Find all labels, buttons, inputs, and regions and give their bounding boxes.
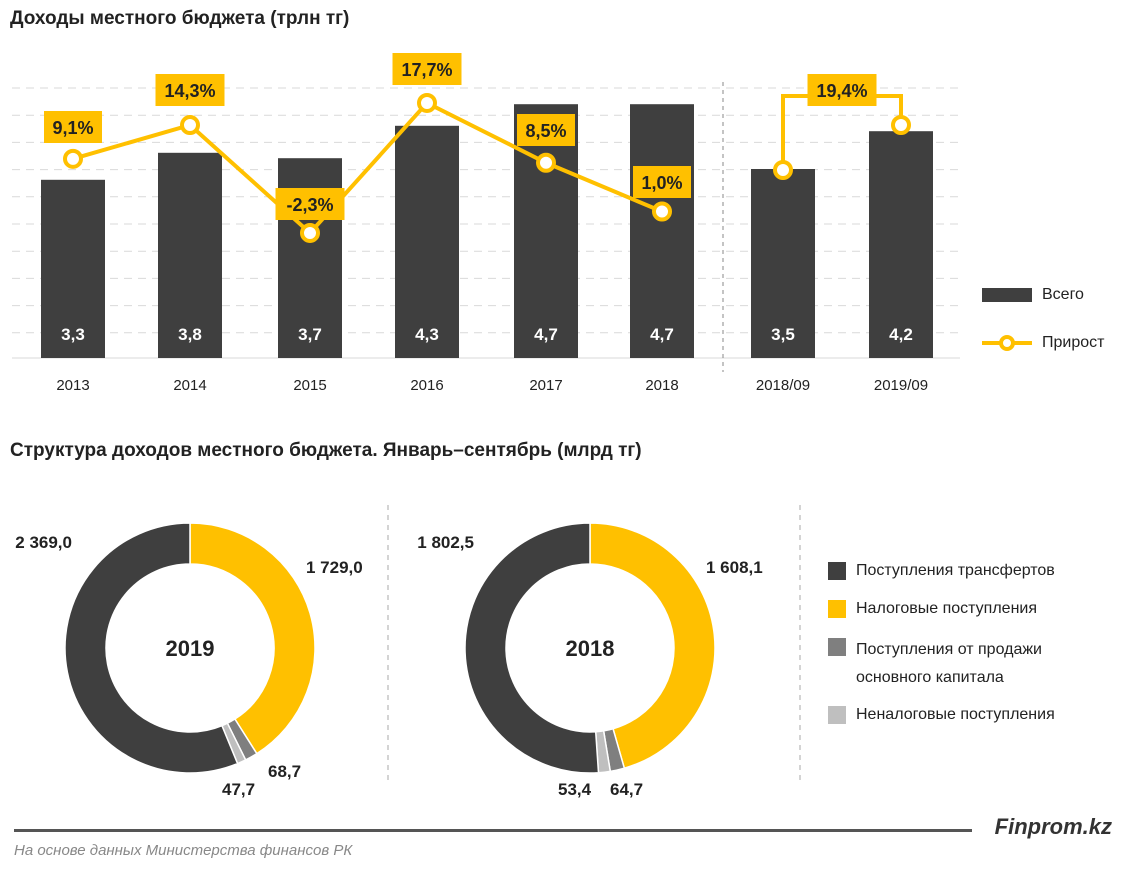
donut-value-label: 47,7 [222,780,255,799]
growth-label-box [392,53,462,85]
bar-2014 [158,152,222,358]
bar-label: 3,5 [771,325,795,344]
legend-item-total: Всего [982,286,1084,304]
bar-label: 3,3 [61,325,85,344]
x-tick-label: 2013 [56,377,89,394]
growth-label-box [517,114,575,146]
donut-value-label: 2 369,0 [15,533,72,552]
bar-2019/09 [869,131,933,358]
bar-2017 [514,104,578,358]
legend-label-total: Всего [1042,286,1084,303]
legend-item-capital: Поступления от продажи основного капитала [828,636,1042,692]
growth-marker [652,201,672,222]
x-tick-label: 2015 [293,377,326,394]
bar-2018/09 [751,169,815,358]
growth-label-box [44,111,102,143]
donut-slice [589,522,716,770]
growth-label-box [155,74,225,106]
donut-value-label: 1 729,0 [306,558,363,577]
growth-label: 17,7% [401,60,452,80]
bar-label: 4,2 [889,325,913,344]
bar-2013 [41,179,105,358]
growth-label: 9,1% [52,118,93,138]
footer-rule [14,829,972,832]
growth-label-box [807,74,877,106]
x-tick-label: 2014 [173,377,206,394]
donut-slice [464,522,600,774]
donut-slice [189,522,316,755]
growth-label: 8,5% [525,121,566,141]
growth-label: -2,3% [286,195,333,215]
x-tick-label: 2016 [410,377,443,394]
bar-chart-title: Доходы местного бюджета (трлн тг) [10,8,350,29]
growth-marker [300,222,320,243]
legend-item-tax: Налоговые поступления [828,600,1037,618]
legend-label-growth: Прирост [1042,334,1105,351]
donut-value-label: 1 608,1 [706,558,763,577]
donut-value-label: 64,7 [610,780,643,799]
x-tick-label: 2018 [645,377,678,394]
bar-label: 4,7 [534,325,558,344]
x-tick-label: 2017 [529,377,562,394]
growth-line [72,100,663,236]
growth-marker [773,160,793,180]
growth-label: 14,3% [164,81,215,101]
legend-item-transfers: Поступления трансфертов [828,562,1055,580]
growth-label: 19,4% [816,81,867,101]
growth-label: 1,0% [641,173,682,193]
bar-label: 4,7 [650,325,674,344]
brand-logo: Finprom.kz [994,814,1112,839]
source-note: На основе данных Министерства финансов Р… [14,842,353,859]
growth-marker [417,92,437,113]
growth-marker [891,115,911,135]
legend-swatch-growth [982,335,1032,351]
growth-marker [180,115,200,136]
x-tick-label: 2019/09 [874,377,928,394]
growth-label-box [633,166,691,198]
donut-value-label: 68,7 [268,762,301,781]
donut-value-label: 53,4 [558,780,592,799]
growth-marker [63,148,83,169]
bar-2016 [395,125,459,358]
x-tick-label: 2018/09 [756,377,810,394]
donut-value-label: 1 802,5 [417,533,474,552]
bar-label: 3,8 [178,325,202,344]
legend-swatch-total [982,288,1032,302]
growth-marker [536,152,556,173]
donut-slice [64,522,239,774]
legend-item-nontax: Неналоговые поступления [828,706,1055,724]
growth-label-box [275,188,345,220]
legend-item-growth: Прирост [982,334,1104,352]
bar-label: 3,7 [298,325,322,344]
bar-label: 4,3 [415,325,439,344]
donut-center-label: 2018 [566,636,615,661]
bar-2018 [630,104,694,358]
donut-center-label: 2019 [166,636,215,661]
donut-chart-title: Структура доходов местного бюджета. Янва… [10,440,642,461]
